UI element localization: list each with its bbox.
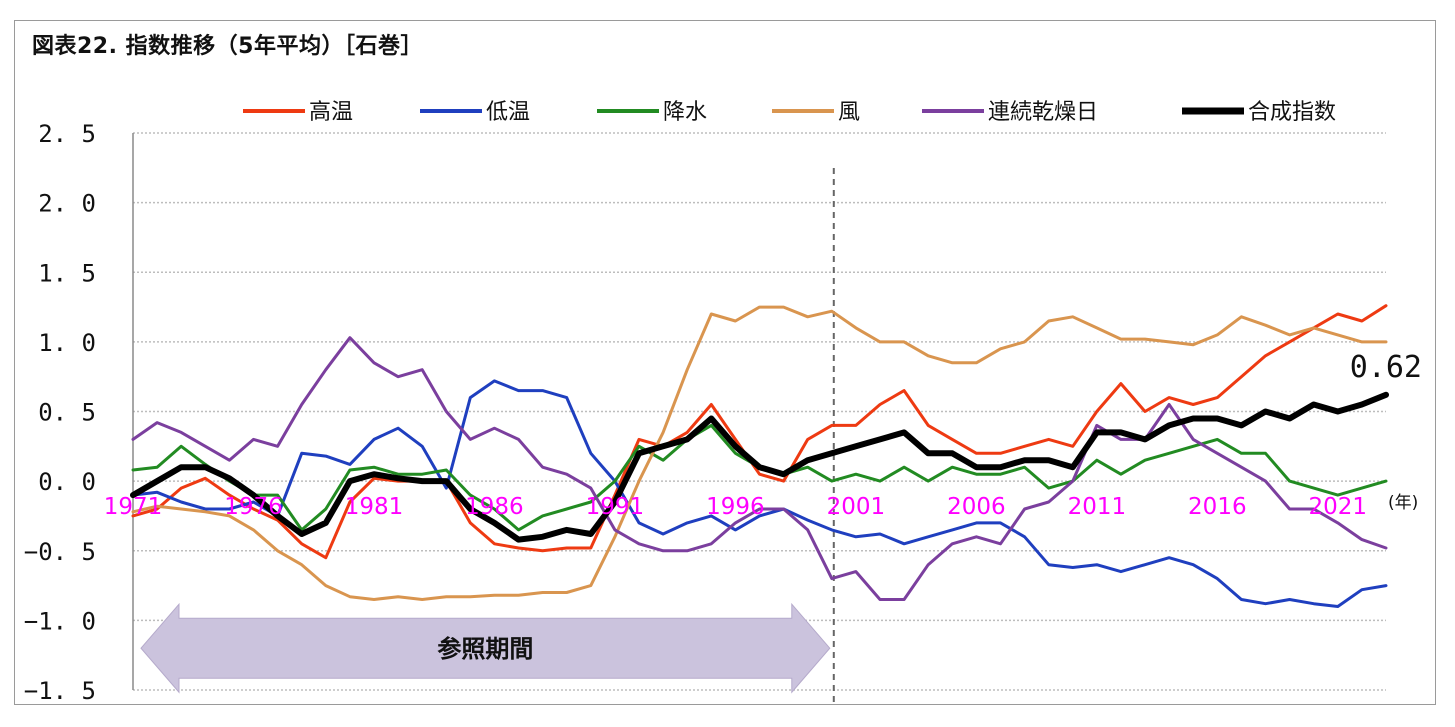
x-tick-label: 2016 [1188,494,1247,520]
y-tick-label: −1. 5 [24,677,96,705]
x-tick-label: 1976 [224,494,283,520]
legend-label: 高温 [309,100,353,125]
x-tick-label: 2001 [827,494,886,520]
series-line [131,379,1388,608]
y-tick-label: 1. 5 [38,259,96,287]
legend-label: 低温 [486,100,530,125]
series-line [131,304,1388,560]
x-tick-label: 1996 [706,494,765,520]
y-tick-label: 2. 0 [38,190,96,218]
legend-label: 合成指数 [1248,100,1336,125]
x-tick-label: 1991 [586,494,645,520]
legend-label: 降水 [663,100,707,125]
x-tick-label: 1971 [104,494,163,520]
legend-label: 連続乾燥日 [988,100,1098,125]
legend-label: 風 [838,100,860,125]
y-tick-label: 0. 0 [38,468,96,496]
reference-period-label: 参照期間 [437,635,533,663]
y-tick-label: 2. 5 [38,120,96,148]
y-tick-label: −1. 0 [24,607,96,635]
chart-title: 図表22. 指数推移（5年平均）［石巻］ [32,34,423,59]
series-line [130,391,1389,543]
series-line [131,336,1388,601]
reference-period-band: 参照期間 [140,602,831,694]
reference-period-arrow [140,602,831,694]
y-axis-ticks: 2. 5 2. 0 1. 5 1. 0 0. 5 0. 0 −0. 5 −1. 0 −1. 5 [24,120,96,705]
x-tick-label: 2011 [1068,494,1127,520]
x-tick-label: 2006 [947,494,1006,520]
y-tick-label: 1. 0 [38,329,96,357]
series-line [131,305,1388,601]
legend: 高温 低温 降水 風 連続乾燥日 合成指数 [243,100,1336,125]
x-axis-unit: (年) [1388,493,1418,513]
x-axis-ticks: 1971 1976 1981 1986 1991 1996 2001 2006 2011 2016… [104,494,1367,520]
x-tick-label: 2021 [1309,494,1368,520]
x-tick-label: 1986 [465,494,524,520]
series-lines [130,304,1389,608]
chart-frame [14,20,1436,705]
y-tick-label: 0. 5 [38,399,96,427]
x-tick-label: 1981 [345,494,404,520]
gridlines [132,132,1386,691]
y-tick-label: −0. 5 [24,538,96,566]
composite-end-value-label: 0.62 [1350,350,1422,385]
